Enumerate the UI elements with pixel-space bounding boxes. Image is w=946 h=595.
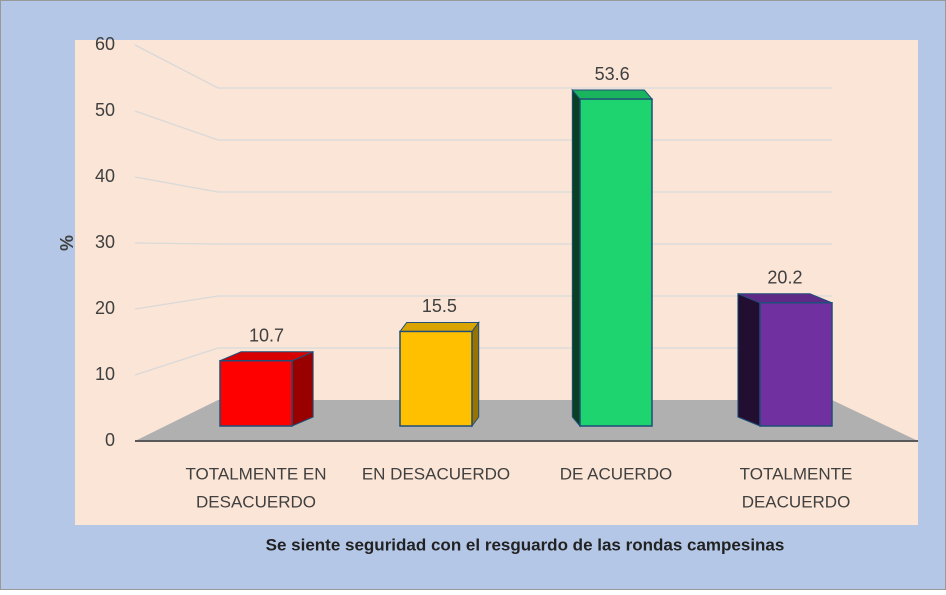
x-tick-label: TOTALMENTE EN: [185, 464, 326, 483]
y-tick-label: 10: [95, 364, 115, 384]
x-axis-title: Se siente seguridad con el resguardo de …: [266, 535, 785, 554]
y-tick-label: 30: [95, 232, 115, 252]
grid-line: [134, 44, 832, 89]
bar-side: [571, 88, 581, 428]
y-tick-label: 60: [95, 34, 115, 54]
bar-side: [291, 350, 314, 427]
y-tick-label: 50: [95, 100, 115, 120]
bar: [399, 330, 473, 427]
bar: [219, 359, 293, 427]
floor: [135, 400, 918, 441]
plot-area: [75, 40, 918, 525]
bar-side: [471, 320, 480, 428]
x-tick-label: DESACUERDO: [196, 492, 316, 511]
data-label: 20.2: [767, 268, 802, 288]
bar-top: [399, 321, 480, 332]
data-label: 15.5: [422, 296, 457, 316]
data-label: 10.7: [249, 325, 284, 345]
y-tick-label: 20: [95, 298, 115, 318]
x-tick-label: TOTALMENTE: [740, 464, 853, 483]
x-tick-label: EN DESACUERDO: [362, 464, 510, 483]
y-tick-label: 40: [95, 166, 115, 186]
bar: [759, 302, 833, 427]
bar: [579, 98, 653, 427]
data-label: 53.6: [595, 64, 630, 84]
bar-top: [571, 89, 654, 100]
x-tick-label: DEACUERDO: [742, 492, 851, 511]
y-axis-title: %: [57, 235, 77, 251]
x-tick-label: DE ACUERDO: [560, 464, 672, 483]
bar-side: [737, 293, 761, 427]
y-tick-label: 0: [105, 430, 115, 450]
